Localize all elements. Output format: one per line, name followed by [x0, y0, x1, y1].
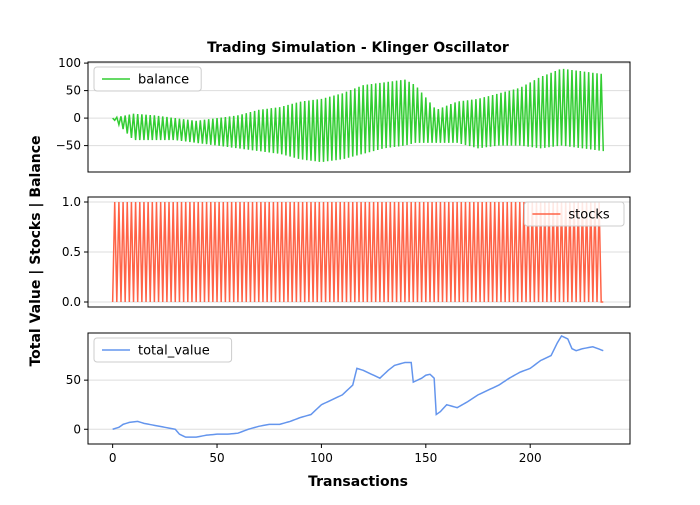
y-tick-label: 1.0 [62, 195, 81, 209]
y-tick-label: 0.5 [62, 245, 81, 259]
chart-title: Trading Simulation - Klinger Oscillator [207, 40, 509, 56]
series-line-balance [112, 68, 605, 162]
y-tick-label: 50 [66, 373, 81, 387]
x-axis-label: Transactions [308, 474, 408, 490]
x-tick-label: 150 [414, 451, 437, 465]
axes-frame [87, 61, 631, 173]
y-axis-label: Total Value | Stocks | Balance [28, 135, 44, 366]
x-tick-label: 0 [109, 451, 117, 465]
panel-balance: −50 0 50 100 balance [56, 56, 631, 173]
legend-box [523, 201, 625, 227]
legend-box [93, 66, 202, 92]
x-tick-label: 50 [209, 451, 224, 465]
panel-stocks: 0.0 0.5 1.0 stocks [62, 195, 631, 309]
series-line-total_value [112, 334, 604, 438]
legend-box [93, 337, 233, 363]
series-line-stocks [111, 201, 604, 303]
y-tick-label: 0 [73, 111, 81, 125]
axes-frame [87, 332, 631, 445]
y-tick-label: 0 [73, 422, 81, 436]
legend-label: stocks [568, 208, 609, 223]
axes-frame [87, 196, 631, 308]
y-tick-label: −50 [56, 139, 81, 153]
y-tick-label: 0.0 [62, 295, 81, 309]
y-tick-label: 50 [66, 84, 81, 98]
legend-label: total_value [138, 344, 210, 359]
x-tick-label: 200 [519, 451, 542, 465]
x-tick-label: 100 [310, 451, 333, 465]
panel-total_value: 0 50 total_value [66, 332, 631, 445]
legend-label: balance [138, 73, 189, 88]
y-tick-label: 100 [58, 56, 81, 70]
